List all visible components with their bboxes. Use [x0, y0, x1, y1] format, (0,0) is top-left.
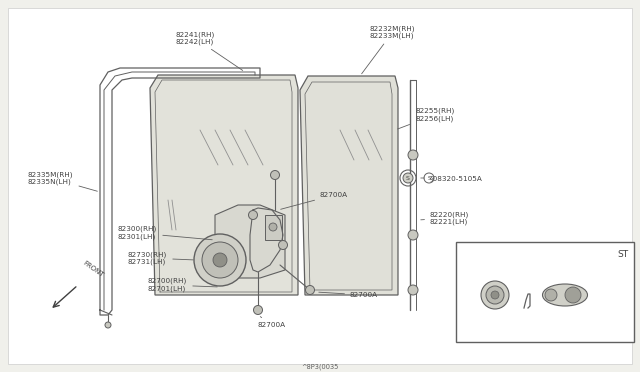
Circle shape — [403, 173, 413, 183]
Circle shape — [481, 281, 509, 309]
Text: §08320-5105A: §08320-5105A — [420, 175, 483, 181]
Text: S: S — [428, 176, 431, 182]
Circle shape — [105, 322, 111, 328]
Polygon shape — [150, 75, 298, 295]
Text: 82255(RH)
82256(LH): 82255(RH) 82256(LH) — [397, 108, 454, 129]
Circle shape — [194, 234, 246, 286]
Text: ^8P3(0035: ^8P3(0035 — [301, 364, 339, 371]
Circle shape — [248, 211, 257, 219]
Text: S: S — [406, 176, 410, 182]
Text: 82241(RH)
82242(LH): 82241(RH) 82242(LH) — [175, 31, 243, 70]
Circle shape — [271, 170, 280, 180]
Text: 82760B: 82760B — [535, 275, 569, 285]
Circle shape — [278, 241, 287, 250]
Text: 82700(RH)
82701(LH): 82700(RH) 82701(LH) — [148, 278, 217, 292]
Circle shape — [545, 289, 557, 301]
Text: 82700A: 82700A — [319, 292, 378, 298]
Text: 82700A: 82700A — [258, 317, 286, 328]
Text: 82763: 82763 — [475, 257, 496, 277]
Circle shape — [491, 291, 499, 299]
Text: 82232M(RH)
82233M(LH): 82232M(RH) 82233M(LH) — [362, 25, 415, 74]
Text: 82300(RH)
82301(LH): 82300(RH) 82301(LH) — [118, 226, 212, 240]
Text: 82760B: 82760B — [531, 267, 560, 283]
Circle shape — [408, 285, 418, 295]
Circle shape — [253, 305, 262, 314]
Text: 82730(RH)
82731(LH): 82730(RH) 82731(LH) — [128, 251, 193, 265]
Circle shape — [408, 230, 418, 240]
Circle shape — [305, 285, 314, 295]
Text: FRONT: FRONT — [82, 260, 105, 278]
Circle shape — [408, 150, 418, 160]
Text: 82220(RH)
82221(LH): 82220(RH) 82221(LH) — [420, 211, 469, 225]
Polygon shape — [300, 76, 398, 295]
Circle shape — [486, 286, 504, 304]
Text: 82335M(RH)
82335N(LH): 82335M(RH) 82335N(LH) — [28, 171, 97, 191]
Circle shape — [202, 242, 238, 278]
Text: ST: ST — [617, 250, 628, 259]
Circle shape — [213, 253, 227, 267]
Text: 82760: 82760 — [558, 265, 579, 280]
Circle shape — [269, 223, 277, 231]
Text: 82700A: 82700A — [281, 192, 348, 209]
Polygon shape — [215, 205, 285, 278]
Circle shape — [565, 287, 581, 303]
Ellipse shape — [543, 284, 588, 306]
Polygon shape — [265, 215, 282, 240]
Bar — [456, 242, 634, 342]
